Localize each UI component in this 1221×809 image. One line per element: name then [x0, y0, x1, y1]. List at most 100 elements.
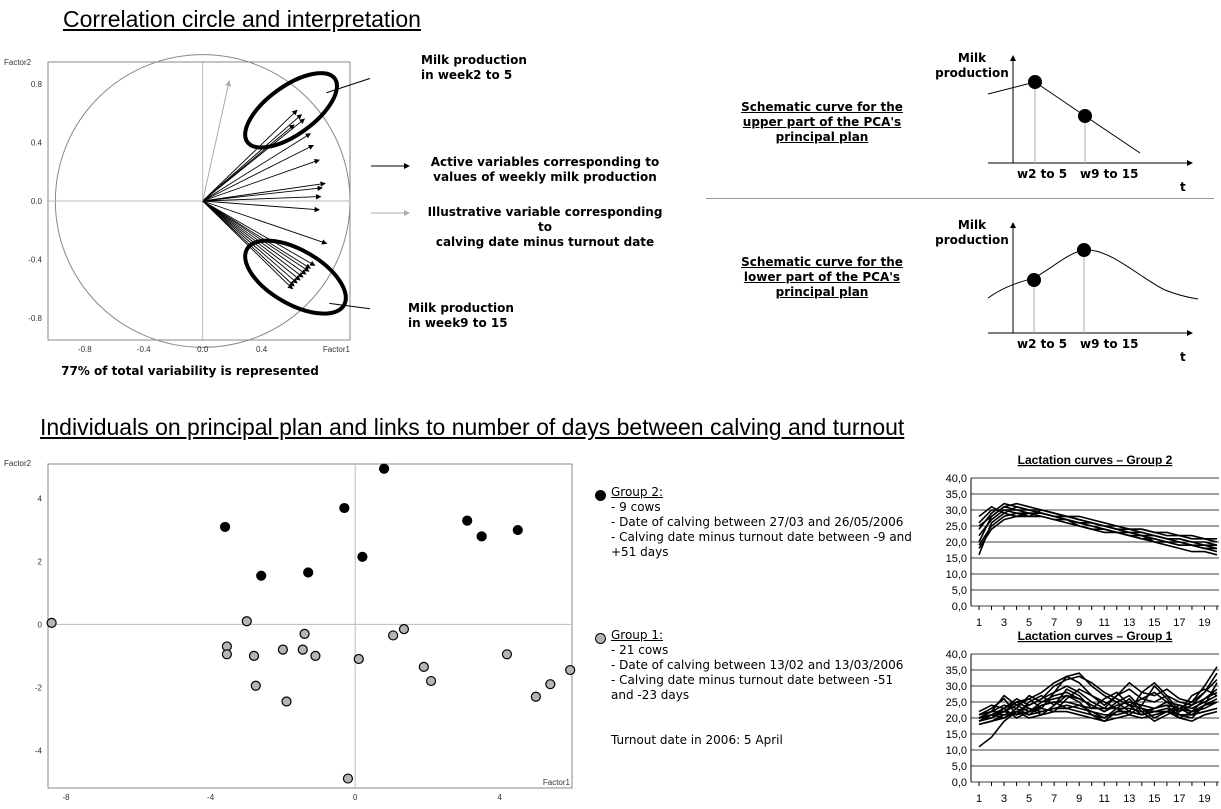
schema-lower-point-early	[1027, 273, 1041, 287]
schema-lower-xlabel-right: w9 to 15	[1080, 337, 1139, 351]
ind-ytick-label: -4	[35, 746, 43, 755]
corr-xtick-label: -0.8	[78, 345, 92, 354]
schema-upper-title: Schematic curve for the upper part of th…	[741, 100, 903, 144]
group2-point	[219, 521, 231, 533]
corr-ylabel: Factor2	[4, 58, 32, 67]
ind-ytick-label: 2	[38, 558, 43, 567]
lactation-group1-xtick-label: 7	[1051, 793, 1057, 805]
group2-point	[303, 567, 314, 578]
group1-point	[281, 696, 292, 707]
legend-active-text: Active variables corresponding to values…	[430, 155, 660, 184]
legend-illustrative-text: Illustrative variable corresponding to c…	[427, 205, 663, 249]
schema-upper-chart	[987, 55, 1193, 166]
lactation-group2-ytick-label: 35,0	[946, 489, 967, 501]
group1-point	[310, 650, 321, 661]
group2-point	[378, 463, 390, 474]
lactation-group2-ytick-label: 0,0	[952, 601, 967, 613]
group1-legend: Group 1: - 21 cows - Date of calving bet…	[611, 628, 904, 702]
callout-week2-5: Milk production in week2 to 5	[421, 53, 527, 82]
lactation-group1-ytick-label: 35,0	[946, 665, 967, 677]
lactation-group2-xtick-label: 17	[1173, 617, 1185, 629]
ind-xtick-label: -8	[63, 793, 71, 802]
lactation-group2-curve	[978, 512, 1217, 549]
callout-week9-15: Milk production in week9 to 15	[408, 301, 514, 330]
group2-legend-dot	[595, 490, 606, 501]
group1-point	[248, 650, 260, 661]
section1-title: Correlation circle and interpretation	[63, 6, 421, 32]
schema-upper-xlabel-left: w2 to 5	[1017, 167, 1068, 181]
group1-point	[425, 675, 437, 687]
active-variable-vector	[202, 200, 311, 269]
corr-xtick-label: -0.4	[137, 345, 151, 354]
ind-xtick-label: -4	[207, 793, 215, 802]
ind-xtick-label: 4	[497, 793, 502, 802]
lactation-group1-xtick-label: 19	[1198, 793, 1210, 805]
lactation-group1-ytick-label: 10,0	[946, 745, 967, 757]
lactation-group1-xtick-label: 17	[1173, 793, 1185, 805]
group1-point	[297, 644, 308, 655]
lactation-group2-title: Lactation curves – Group 2	[1018, 453, 1173, 467]
lactation-group1-xtick-label: 3	[1001, 793, 1007, 805]
active-variable-vector	[202, 124, 295, 202]
lactation-group1-curve	[978, 682, 1218, 722]
active-variable-vector	[202, 200, 298, 284]
ind-ylabel: Factor2	[4, 459, 32, 468]
lactation-group2-ytick-label: 25,0	[946, 521, 967, 533]
schema-lower-xlabel-left: w2 to 5	[1017, 337, 1068, 351]
ind-ytick-label: 4	[38, 495, 43, 504]
active-variable-vector	[202, 194, 322, 202]
lactation-group1-xtick-label: 11	[1099, 793, 1110, 805]
active-variable-vector	[202, 200, 316, 266]
schema-upper-point-late	[1078, 109, 1092, 123]
lactation-group2-ytick-label: 30,0	[946, 505, 967, 517]
active-variable-vector	[202, 158, 320, 202]
schema-lower-t: t	[1180, 350, 1186, 364]
active-variable-vector	[202, 109, 298, 202]
illustrative-variable-vector	[202, 80, 232, 202]
active-variable-vector	[202, 200, 304, 278]
lactation-group2-ytick-label: 5,0	[952, 585, 967, 597]
lactation-group2-curve	[978, 505, 1218, 553]
group1-point	[501, 649, 513, 660]
group1-point	[277, 644, 288, 655]
group1-point	[221, 649, 232, 660]
lactation-group2-xtick-label: 9	[1076, 617, 1082, 629]
corr-xlabel: Factor1	[323, 345, 351, 354]
group1-point	[250, 680, 261, 691]
lactation-group2-ytick-label: 40,0	[946, 473, 967, 485]
lactation-group1-ytick-label: 25,0	[946, 697, 967, 709]
group1-legend-dot	[595, 633, 606, 644]
corr-xtick-label: 0.0	[197, 345, 209, 354]
lactation-group2-ytick-label: 15,0	[946, 553, 967, 565]
group1-point	[565, 664, 576, 676]
group2-point	[339, 502, 350, 514]
lactation-group1-xtick-label: 15	[1148, 793, 1160, 805]
active-variable-vector	[202, 181, 326, 202]
correlation-circle-chart: -0.8 -0.4 0.0 0.4 0.8 0.4 0.0 -0.4 -0.8 Factor1 Fa…	[4, 54, 370, 354]
lactation-group2-ytick-label: 10,0	[946, 569, 967, 581]
callout-leader-bottom	[329, 302, 370, 310]
active-variable-vector	[202, 200, 310, 272]
group1-point	[530, 691, 541, 702]
lactation-group1-curve	[978, 707, 1218, 719]
corr-ytick-label: -0.4	[28, 256, 42, 265]
callout-leader-top	[326, 77, 370, 94]
lactation-group1-curve	[978, 675, 1218, 722]
schema-upper-ylabel: Milk production	[935, 51, 1009, 80]
group1-point	[388, 630, 399, 641]
group2-point	[462, 515, 473, 526]
group1-point	[46, 617, 57, 628]
lactation-group2-xtick-label: 11	[1099, 617, 1110, 629]
lactation-group2-chart: Lactation curves – Group 2 40,0 35,0 30,0 25…	[946, 453, 1219, 629]
group1-point	[398, 624, 410, 635]
group2-point	[256, 570, 267, 581]
lactation-group1-xtick-label: 9	[1076, 793, 1082, 805]
schema-lower-chart	[987, 222, 1199, 336]
active-variable-vector	[202, 200, 328, 245]
lactation-group1-curve	[978, 701, 1218, 716]
active-variable-vector	[202, 200, 320, 213]
active-variable-vector	[202, 114, 303, 202]
corr-xtick-label: 0.4	[256, 345, 268, 354]
schema-divider	[706, 198, 1214, 199]
lactation-group2-xtick-label: 19	[1198, 617, 1210, 629]
